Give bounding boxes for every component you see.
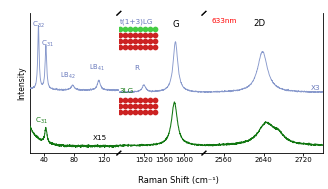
Text: C$_{32}$: C$_{32}$ [32,20,46,30]
Text: R: R [134,65,139,71]
Point [123,28,128,31]
Text: 2D: 2D [254,19,266,28]
Text: X3: X3 [311,84,320,91]
Point [153,110,158,113]
Text: LB$_{41}$: LB$_{41}$ [89,63,105,73]
Text: 3LG: 3LG [120,88,134,94]
Point [153,104,158,107]
Point [128,40,133,43]
Point [138,104,143,107]
Point [143,104,148,107]
Text: 633nm: 633nm [212,18,237,24]
Point [148,110,153,113]
Text: C$_{31}$: C$_{31}$ [35,116,48,126]
Text: t(1+3)LG: t(1+3)LG [120,18,154,25]
Point [118,104,123,107]
Text: X15: X15 [93,135,107,141]
Point [143,46,148,49]
Point [148,104,153,107]
Point [153,34,158,37]
Point [138,98,143,101]
Point [123,104,128,107]
Y-axis label: Intensity: Intensity [18,66,27,100]
Point [123,98,128,101]
Point [133,46,138,49]
Point [143,28,148,31]
Point [138,28,143,31]
Text: LB$_{42}$: LB$_{42}$ [60,71,76,81]
Point [133,104,138,107]
Point [128,98,133,101]
Point [118,40,123,43]
Point [148,40,153,43]
Point [153,98,158,101]
Text: Raman Shift (cm⁻¹): Raman Shift (cm⁻¹) [138,176,219,185]
Point [143,98,148,101]
Point [153,28,158,31]
Point [133,110,138,113]
Point [123,34,128,37]
Point [123,110,128,113]
Point [128,104,133,107]
Point [153,40,158,43]
Point [143,40,148,43]
Text: C$_{31}$: C$_{31}$ [41,39,54,49]
Point [118,28,123,31]
Point [128,28,133,31]
Point [148,46,153,49]
Point [118,110,123,113]
Text: G: G [173,20,179,29]
Point [153,46,158,49]
Point [118,34,123,37]
Point [138,110,143,113]
Point [138,34,143,37]
Point [118,98,123,101]
Point [148,34,153,37]
Point [133,98,138,101]
Point [133,28,138,31]
Point [128,110,133,113]
Point [118,46,123,49]
Point [148,28,153,31]
Point [128,46,133,49]
Point [133,34,138,37]
Point [123,46,128,49]
Point [123,40,128,43]
Point [133,40,138,43]
Point [143,34,148,37]
Point [138,46,143,49]
Point [148,98,153,101]
Point [138,40,143,43]
Point [128,34,133,37]
Point [143,110,148,113]
